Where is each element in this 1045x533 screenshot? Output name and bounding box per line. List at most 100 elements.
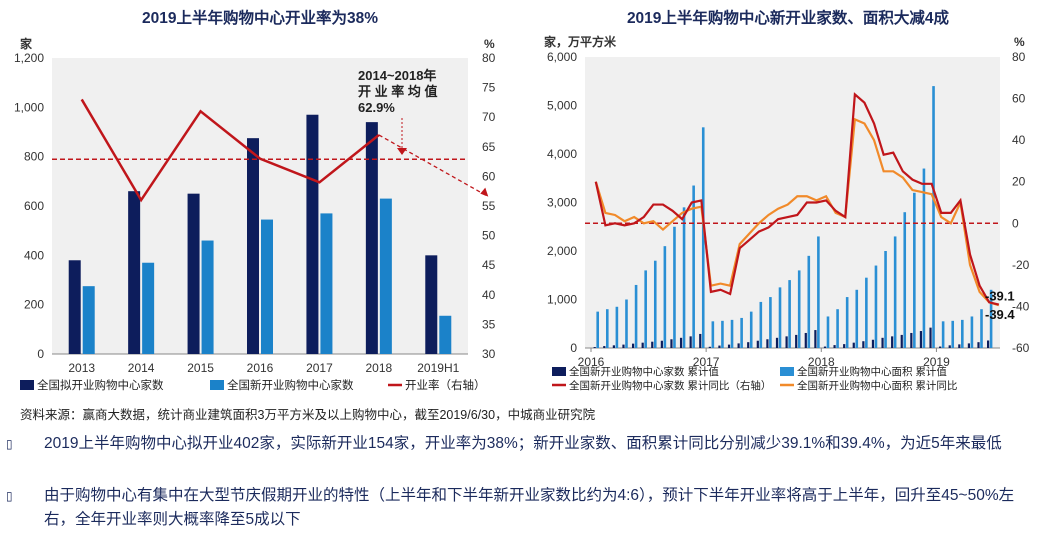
y-left-tick-label: 400 xyxy=(24,248,44,262)
y-left-tick-label: 1,000 xyxy=(14,100,44,114)
bar-area xyxy=(913,192,916,348)
bar-area xyxy=(989,289,993,348)
x-tick-label: 2013 xyxy=(68,361,95,375)
y-left-tick-label: 2,000 xyxy=(547,244,577,258)
bar-area xyxy=(749,311,753,348)
bar-area xyxy=(769,297,772,348)
bar-planned xyxy=(247,138,259,354)
x-tick-label: 2016 xyxy=(247,361,274,375)
source-note: 资料来源：赢商大数据，统计商业建筑面积3万平方米及以上购物中心，截至2019/6… xyxy=(20,408,596,422)
legend-label: 全国新开业购物中心家数 xyxy=(227,378,354,392)
x-tick-label: 2015 xyxy=(187,361,214,375)
bar-count xyxy=(689,336,692,348)
bar-count xyxy=(670,339,673,348)
bar-area xyxy=(701,127,705,348)
bar-area xyxy=(970,316,974,348)
bar-count xyxy=(766,339,769,348)
bar-count xyxy=(651,341,654,348)
bar-area xyxy=(865,277,868,348)
y-left-tick-label: 600 xyxy=(24,199,44,213)
y-left-tick-label: 0 xyxy=(570,341,577,355)
bar-area xyxy=(980,309,983,348)
bar-area xyxy=(721,320,724,348)
y-left-tick-label: 1,200 xyxy=(14,51,44,65)
bar-opened xyxy=(320,213,333,354)
x-tick-label: 2018 xyxy=(808,355,835,369)
bar-count xyxy=(891,336,894,348)
bar-count xyxy=(756,340,759,348)
bar-area xyxy=(922,168,926,348)
bar-area xyxy=(644,270,647,348)
bar-count xyxy=(939,346,942,348)
y-left-tick-label: 6,000 xyxy=(547,50,577,64)
average-annotation-text: 开 业 率 均 值 xyxy=(358,84,437,99)
y-left-tick-label: 0 xyxy=(37,347,44,361)
legend-swatch xyxy=(210,380,224,390)
bar-area xyxy=(740,317,743,348)
y-right-tick-label: 80 xyxy=(1012,50,1026,64)
right-chart-title: 2019上半年购物中心新开业家数、面积大减4成 xyxy=(626,10,950,27)
y-right-unit: % xyxy=(484,37,495,51)
y-right-tick-label: -20 xyxy=(1012,258,1030,272)
bar-area xyxy=(634,284,638,348)
y-right-tick-label: 55 xyxy=(482,199,496,213)
y-right-tick-label: 20 xyxy=(1012,175,1026,189)
bar-count xyxy=(775,337,779,348)
bar-area xyxy=(961,319,964,348)
bar-area xyxy=(893,236,897,348)
bar-area xyxy=(874,265,878,348)
y-left-tick-label: 800 xyxy=(24,150,44,164)
bar-area xyxy=(836,309,839,348)
y-right-tick-label: -40 xyxy=(1012,299,1030,313)
bar-area xyxy=(682,207,686,348)
bar-count xyxy=(718,345,721,348)
bar-area xyxy=(625,299,628,348)
bar-count xyxy=(747,342,750,348)
y-left-tick-label: 4,000 xyxy=(547,147,577,161)
bar-count xyxy=(900,334,903,348)
bullet-square-icon: ▯ xyxy=(6,437,13,451)
x-tick-label: 2019 xyxy=(923,355,950,369)
bar-count xyxy=(977,342,980,348)
bar-count xyxy=(862,341,865,348)
count-yoy-line xyxy=(594,92,1000,306)
y-left-unit: 家，万平方米 xyxy=(544,34,617,49)
bar-area xyxy=(884,251,887,348)
bar-area xyxy=(711,321,715,348)
area-yoy-line xyxy=(594,117,1000,307)
bar-count xyxy=(881,337,884,348)
y-right-tick-label: 45 xyxy=(482,258,496,272)
left-chart: 0 200 400 600 800 1,000 1,200 30 35 40 45 50 55 60 65 7… xyxy=(14,36,496,392)
bar-area xyxy=(673,226,676,348)
bar-count xyxy=(929,327,932,348)
y-left-tick-label: 5,000 xyxy=(547,99,577,113)
legend-label: 全国拟开业购物中心家数 xyxy=(37,378,164,392)
legend-swatch xyxy=(552,367,566,376)
bar-area xyxy=(903,212,907,348)
bar-area xyxy=(615,306,619,348)
bar-area xyxy=(653,260,657,348)
bar-area xyxy=(845,297,849,348)
y-left-unit: 家 xyxy=(20,36,33,51)
bar-count xyxy=(737,343,740,348)
bar-area xyxy=(932,86,935,348)
legend-label: 全国新开业购物中心家数 累计值 xyxy=(569,365,719,378)
bar-count xyxy=(823,346,827,348)
average-annotation-text: 2014~2018年 xyxy=(358,68,436,83)
y-right-tick-label: 0 xyxy=(1012,216,1019,230)
legend-label: 全国新开业购物中心面积 累计同比 xyxy=(797,379,957,392)
y-right-tick-label: 40 xyxy=(482,288,496,302)
bar-count xyxy=(795,334,798,348)
plot-area xyxy=(52,58,468,354)
bar-area xyxy=(759,301,763,348)
x-tick-label: 2017 xyxy=(306,361,333,375)
bar-area xyxy=(663,246,667,348)
y-right-tick-label: 40 xyxy=(1012,133,1026,147)
y-left-tick-label: 3,000 xyxy=(547,196,577,210)
bar-count xyxy=(699,333,702,348)
average-annotation-text: 62.9% xyxy=(358,100,395,115)
bar-count xyxy=(785,336,788,348)
bar-planned xyxy=(365,122,378,354)
bar-area xyxy=(778,287,782,348)
bar-count xyxy=(948,345,951,348)
